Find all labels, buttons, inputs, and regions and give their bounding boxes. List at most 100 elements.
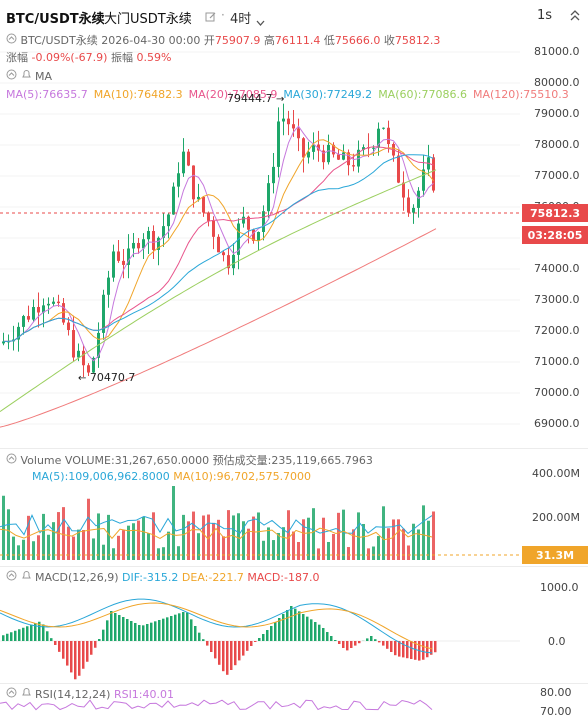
volume-bar xyxy=(92,538,95,560)
price-axis-label: 77000.0 xyxy=(534,169,580,182)
macd-histogram-bar xyxy=(386,641,389,649)
macd-histogram-bar xyxy=(142,625,145,641)
macd-histogram-bar xyxy=(406,641,409,658)
volume-bar xyxy=(162,547,165,560)
candle-body xyxy=(82,351,85,365)
volume-bar xyxy=(322,518,325,560)
candle-body xyxy=(407,198,410,213)
candle-body xyxy=(297,128,300,138)
candle-body xyxy=(287,119,290,125)
macd-histogram-bar xyxy=(410,641,413,659)
macd-histogram-bar xyxy=(126,619,129,641)
volume-bar xyxy=(197,533,200,560)
collapse-circle-icon[interactable] xyxy=(6,453,17,467)
volume-bar xyxy=(292,532,295,560)
volume-bar xyxy=(227,510,230,560)
macd-histogram-bar xyxy=(382,641,385,646)
macd-histogram-bar xyxy=(110,611,113,641)
candle-body xyxy=(117,251,120,260)
volume-bar xyxy=(337,513,340,560)
candle-body xyxy=(22,316,25,327)
volume-bar xyxy=(97,513,100,560)
macd-histogram-bar xyxy=(274,622,277,641)
volume-bar xyxy=(37,535,40,560)
macd-histogram-bar xyxy=(210,641,213,652)
candle-body xyxy=(402,183,405,198)
volume-ma10: MA(10):96,702,575.7000 xyxy=(173,470,311,483)
price-axis-label: 71000.0 xyxy=(534,355,580,368)
price-axis-label: 78000.0 xyxy=(534,138,580,151)
macd-label[interactable]: MACD(12,26,9) xyxy=(35,571,119,584)
macd-histogram-bar xyxy=(254,641,257,642)
macd-histogram-bar xyxy=(202,639,205,641)
candle-body xyxy=(257,232,260,241)
candle-body xyxy=(432,157,435,190)
macd-histogram-bar xyxy=(122,617,125,641)
macd-histogram-bar xyxy=(30,625,33,641)
price-axis-label: 80000.0 xyxy=(534,76,580,89)
volume-bar xyxy=(87,499,90,560)
macd-histogram-bar xyxy=(94,641,97,648)
candle-body xyxy=(352,165,355,166)
rsi-line xyxy=(0,700,432,709)
volume-bar xyxy=(332,534,335,560)
low-mark-label: ← 70470.7 xyxy=(78,371,135,384)
volume-current-badge: 31.3M xyxy=(522,546,588,564)
candle-body xyxy=(262,211,265,232)
volume-bar xyxy=(427,521,430,560)
macd-histogram-bar xyxy=(90,641,93,655)
rsi-axis-80: 80.00 xyxy=(540,686,572,699)
volume-bar xyxy=(62,507,65,560)
macd-histogram-bar xyxy=(78,641,81,676)
candle-body xyxy=(167,214,170,226)
countdown-badge: 03:28:05 xyxy=(522,226,588,244)
price-axis-label: 81000.0 xyxy=(534,45,580,58)
macd-histogram-bar xyxy=(230,641,233,670)
candle-body xyxy=(37,307,40,312)
macd-dif: DIF:-315.2 xyxy=(122,571,178,584)
macd-axis-0: 0.0 xyxy=(548,635,566,648)
rsi-label[interactable]: RSI(14,12,24) xyxy=(35,688,110,701)
volume-estimate: 预估成交量:235,119,665.7963 xyxy=(213,454,373,467)
volume-bar xyxy=(187,521,190,560)
macd-histogram-bar xyxy=(234,641,237,665)
macd-histogram-bar xyxy=(194,626,197,641)
macd-histogram-bar xyxy=(174,615,177,641)
candle-body xyxy=(397,156,400,183)
volume-bar xyxy=(342,510,345,560)
volume-bar xyxy=(392,519,395,560)
candle-body xyxy=(182,152,185,174)
volume-bar xyxy=(387,528,390,560)
volume-bar xyxy=(272,540,275,560)
macd-histogram-bar xyxy=(10,632,13,641)
macd-histogram-bar xyxy=(434,641,437,652)
macd-histogram-bar xyxy=(318,625,321,641)
macd-histogram-bar xyxy=(250,641,253,646)
volume-bar xyxy=(142,517,145,560)
candle-body xyxy=(47,304,50,306)
macd-histogram-bar xyxy=(178,613,181,641)
low-mark-value: 70470.7 xyxy=(90,371,136,384)
volume-ma5: MA(5):109,006,962.8000 xyxy=(32,470,170,483)
collapse-circle-icon[interactable] xyxy=(6,570,17,584)
macd-histogram-bar xyxy=(390,641,393,652)
macd-histogram-bar xyxy=(58,641,61,652)
alert-bell-icon[interactable] xyxy=(21,570,32,584)
macd-histogram-bar xyxy=(2,635,5,641)
volume-bar xyxy=(252,517,255,560)
alert-bell-icon[interactable] xyxy=(21,687,32,701)
macd-histogram-bar xyxy=(22,628,25,641)
macd-histogram-bar xyxy=(314,622,317,641)
macd-histogram-bar xyxy=(190,619,193,641)
macd-histogram-bar xyxy=(150,623,153,641)
macd-histogram-bar xyxy=(226,641,229,675)
candle-body xyxy=(382,128,385,129)
candle-body xyxy=(412,208,415,213)
candle-body xyxy=(187,152,190,166)
macd-histogram-bar xyxy=(334,640,337,641)
volume-label[interactable]: Volume xyxy=(21,454,62,467)
candle-body xyxy=(372,148,375,149)
collapse-circle-icon[interactable] xyxy=(6,687,17,701)
candle-body xyxy=(232,255,235,268)
